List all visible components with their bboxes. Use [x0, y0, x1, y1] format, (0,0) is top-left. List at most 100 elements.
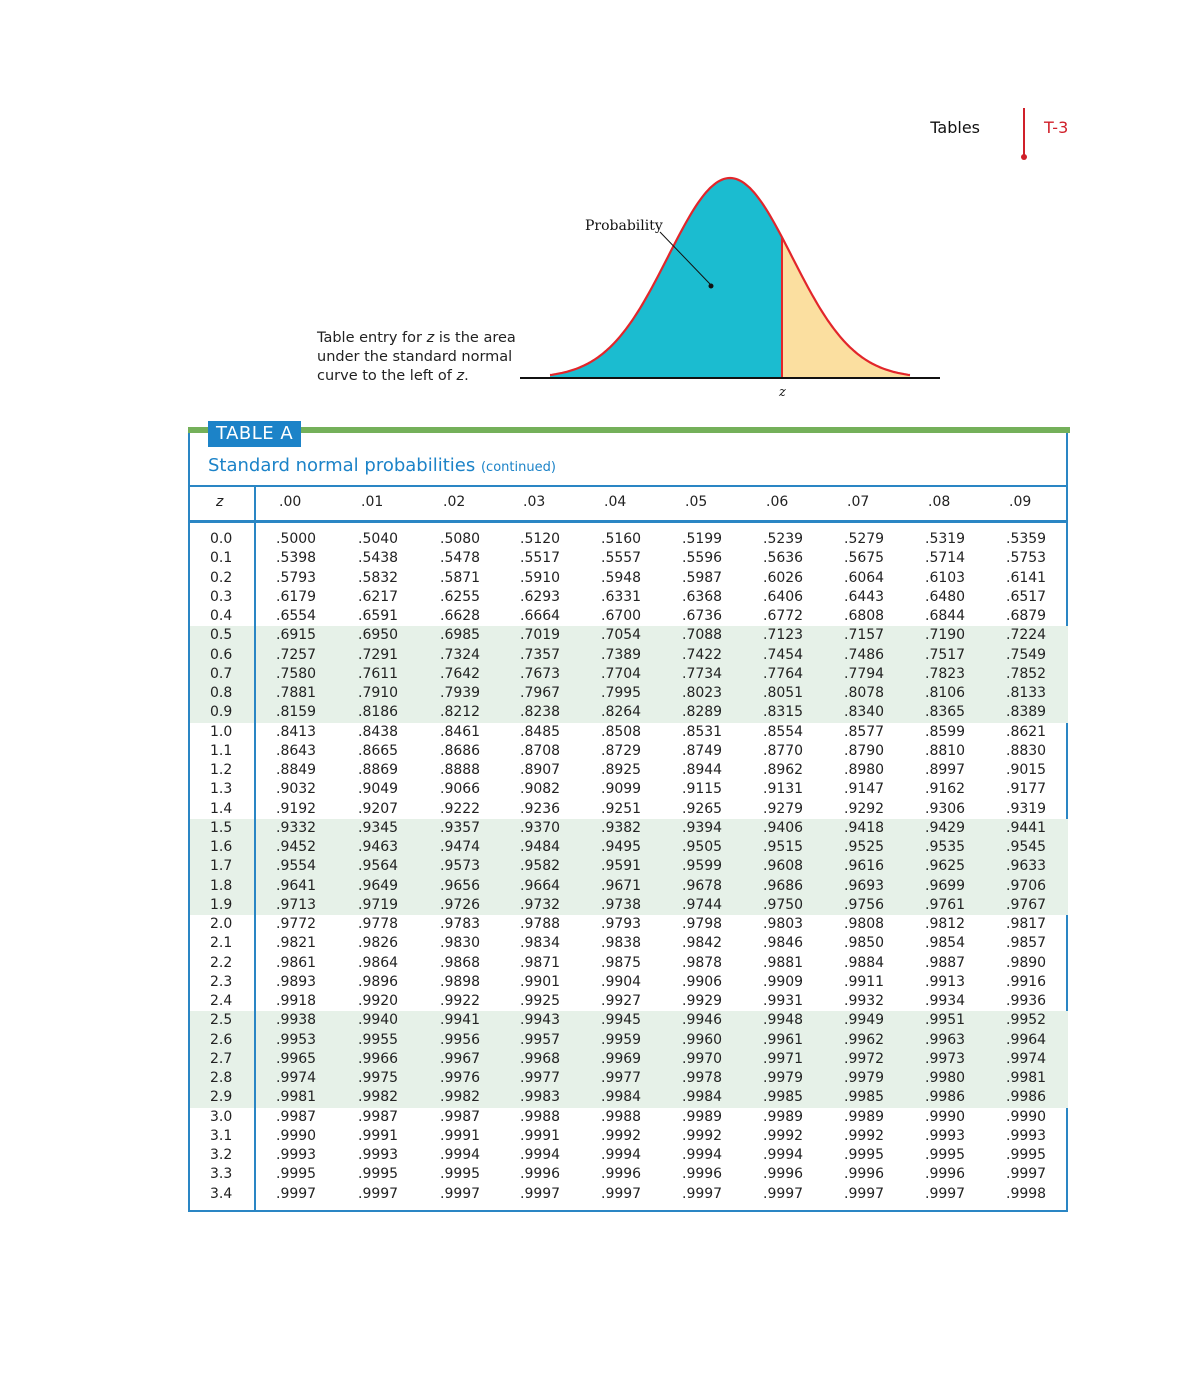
table-row: 1.8 .9641 .9649 .9656 .9664 .9671 .9678 .9686 .9… [190, 877, 1068, 896]
probability-cell: .9706 [1006, 877, 1047, 894]
probability-cell: .7357 [520, 646, 561, 663]
probability-cell: .9975 [358, 1070, 399, 1086]
probability-cell: .9978 [682, 1070, 723, 1086]
probability-cell: .9927 [601, 993, 642, 1009]
probability-cell: .9973 [925, 1050, 966, 1067]
probability-cell: .9948 [763, 1012, 804, 1029]
z-value: 0.1 [210, 550, 233, 567]
column-header: .07 [847, 494, 870, 510]
probability-cell: .9884 [844, 954, 885, 971]
probability-cell: .9881 [763, 954, 804, 971]
probability-cell: .6591 [358, 608, 399, 624]
probability-cell: .9991 [440, 1127, 481, 1144]
probability-cell: .5080 [440, 531, 481, 547]
probability-cell: .8133 [1006, 685, 1047, 701]
probability-cell: .7611 [358, 665, 399, 682]
probability-cell: .9222 [440, 800, 481, 817]
probability-cell: .9966 [358, 1050, 399, 1067]
probability-cell: .6064 [844, 569, 885, 586]
column-header: .02 [443, 494, 466, 510]
probability-cell: .6772 [763, 608, 804, 624]
probability-cell: .5675 [844, 550, 885, 567]
probability-cell: .9783 [440, 916, 481, 932]
probability-cell: .9671 [601, 877, 642, 894]
probability-cell: .6480 [925, 588, 966, 605]
probability-cell: .9984 [601, 1089, 642, 1106]
table-row: 0.9 .8159 .8186 .8212 .8238 .8264 .8289 .8315 .8… [190, 703, 1068, 722]
probability-cell: .9994 [601, 1147, 642, 1163]
probability-cell: .8438 [358, 723, 399, 740]
table-row: 0.4 .6554 .6591 .6628 .6664 .6700 .6736 .6772 .6… [190, 607, 1068, 626]
z-value: 3.4 [210, 1185, 233, 1202]
probability-cell: .9997 [844, 1185, 885, 1202]
table-row: 1.5 .9332 .9345 .9357 .9370 .9382 .9394 .9406 .9… [190, 819, 1068, 838]
probability-cell: .9976 [440, 1070, 481, 1086]
probability-cell: .7580 [276, 665, 317, 682]
probability-cell: .9925 [520, 993, 561, 1009]
probability-cell: .9969 [601, 1050, 642, 1067]
normal-curve-figure: Probability z [520, 176, 940, 400]
probability-cell: .9977 [601, 1070, 642, 1086]
caption-text: Table entry for [317, 330, 427, 346]
probability-cell: .6255 [440, 588, 481, 605]
probability-cell: .7764 [763, 665, 804, 682]
probability-cell: .9693 [844, 877, 885, 894]
probability-cell: .9147 [844, 781, 885, 798]
section-title: Tables [930, 118, 980, 137]
table-row: 3.4 .9997 .9997 .9997 .9997 .9997 .9997 .9997 .9… [190, 1185, 1068, 1204]
probability-cell: .9994 [682, 1147, 723, 1163]
probability-cell: .9993 [358, 1147, 399, 1163]
probability-cell: .9808 [844, 916, 885, 932]
probability-cell: .9049 [358, 781, 399, 798]
probability-cell: .9993 [925, 1127, 966, 1144]
probability-cell: .8830 [1006, 742, 1047, 759]
probability-cell: .5753 [1006, 550, 1047, 567]
probability-cell: .9726 [440, 896, 481, 913]
header-divider [1023, 108, 1025, 158]
probability-cell: .8340 [844, 704, 885, 721]
probability-cell: .6026 [763, 569, 804, 586]
probability-cell: .9082 [520, 781, 561, 798]
probability-cell: .7967 [520, 685, 561, 701]
probability-cell: .6808 [844, 608, 885, 624]
probability-cell: .6628 [440, 608, 481, 624]
probability-cell: .6915 [276, 627, 317, 644]
column-header-z: z [216, 494, 224, 510]
table-row: 0.2 .5793 .5832 .5871 .5910 .5948 .5987 .6026 .6… [190, 569, 1068, 588]
probability-cell: .7054 [601, 627, 642, 644]
probability-cell: .9066 [440, 781, 481, 798]
probability-cell: .8849 [276, 762, 317, 778]
z-value: 1.6 [210, 839, 233, 855]
probability-cell: .9236 [520, 800, 561, 817]
probability-cell: .9744 [682, 896, 723, 913]
probability-cell: .9893 [276, 973, 317, 990]
probability-cell: .9162 [925, 781, 966, 798]
probability-cell: .9949 [844, 1012, 885, 1029]
probability-cell: .6179 [276, 588, 317, 605]
table-row: 1.2 .8849 .8869 .8888 .8907 .8925 .8944 .8962 .8… [190, 761, 1068, 780]
pointer-dot [708, 283, 714, 289]
probability-cell: .9441 [1006, 819, 1047, 836]
table-title: Standard normal probabilities (continued… [208, 455, 556, 476]
probability-cell: .9929 [682, 993, 723, 1009]
probability-cell: .9989 [763, 1108, 804, 1125]
probability-cell: .9980 [925, 1070, 966, 1086]
probability-cell: .8315 [763, 704, 804, 721]
probability-cell: .9911 [844, 973, 885, 990]
probability-cell: .9664 [520, 877, 561, 894]
probability-cell: .9778 [358, 916, 399, 932]
column-header: .01 [361, 494, 384, 510]
header-rule-top [190, 485, 1068, 487]
column-header: .09 [1009, 494, 1032, 510]
probability-cell: .9887 [925, 954, 966, 971]
probability-cell: .9998 [1006, 1185, 1047, 1202]
probability-cell: .9812 [925, 916, 966, 932]
probability-cell: .5714 [925, 550, 966, 567]
probability-cell: .9953 [276, 1031, 317, 1048]
table-row: 2.0 .9772 .9778 .9783 .9788 .9793 .9798 .9803 .9… [190, 915, 1068, 934]
probability-cell: .7823 [925, 665, 966, 682]
z-value: 1.8 [210, 877, 233, 894]
probability-cell: .9131 [763, 781, 804, 798]
z-value: 2.7 [210, 1050, 233, 1067]
probability-cell: .9793 [601, 916, 642, 932]
